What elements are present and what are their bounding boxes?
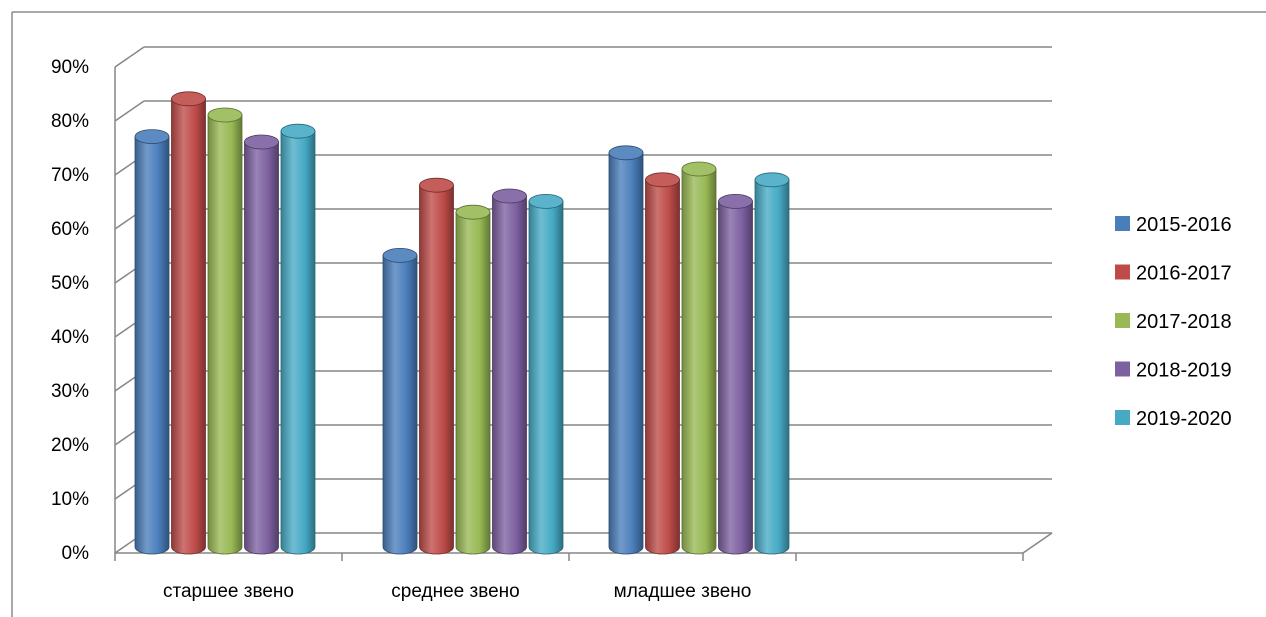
- y-tick-label: 50%: [51, 273, 89, 294]
- legend-label: 2016-2017: [1136, 263, 1232, 285]
- y-tick-label: 80%: [51, 111, 89, 132]
- bar-2019-2020-1: [528, 193, 564, 555]
- y-tick-label: 10%: [51, 489, 89, 510]
- bar-body: [528, 201, 564, 555]
- bar-body: [608, 152, 644, 555]
- y-tick-label: 40%: [51, 327, 89, 348]
- chart-border: [11, 11, 1266, 617]
- bar-body: [754, 179, 790, 555]
- legend-swatch: [1115, 216, 1130, 231]
- legend-label: 2018-2019: [1136, 360, 1232, 382]
- legend-label: 2017-2018: [1136, 311, 1232, 333]
- floor-side-line: [1022, 532, 1053, 554]
- x-category-label: среднее звено: [391, 581, 519, 602]
- bar-2015-2016-0: [134, 129, 170, 555]
- bar-body: [207, 114, 243, 555]
- gridline-side-90: [114, 46, 145, 68]
- x-category-label: младшее звено: [614, 581, 752, 602]
- bar-top: [207, 107, 243, 123]
- bar-2015-2016-2: [608, 145, 644, 555]
- legend-swatch: [1115, 361, 1130, 377]
- bar-2015-2016-1: [382, 247, 418, 555]
- legend-label: 2015-2016: [1136, 214, 1232, 236]
- bar-top: [382, 247, 418, 263]
- bar-2018-2019-1: [492, 188, 527, 555]
- bar-top: [492, 188, 527, 204]
- bar-top: [244, 134, 279, 150]
- bar-top: [528, 193, 564, 209]
- bar-top: [171, 91, 206, 107]
- legend-swatch: [1115, 264, 1130, 280]
- y-axis-tick-labels: 0% 10% 20% 30% 40% 50% 60% 70% 80% 90%: [51, 57, 89, 564]
- y-tick-label: 90%: [51, 57, 89, 78]
- bar-top: [134, 129, 170, 145]
- legend-item: 2015-2016: [1115, 214, 1232, 236]
- gridline-side-80: [114, 100, 145, 122]
- bar-2017-2018-1: [455, 204, 491, 555]
- bar-top: [608, 145, 644, 161]
- x-axis-category-labels: старшее звено среднее звено младшее звено: [163, 581, 751, 602]
- bar-body: [280, 130, 316, 555]
- bar-body: [134, 136, 170, 555]
- bar-2016-2017-2: [645, 172, 680, 555]
- legend-item: 2016-2017: [1115, 263, 1232, 285]
- bar-body: [718, 201, 753, 555]
- legend-label: 2019-2020: [1136, 408, 1232, 430]
- bar-top: [419, 177, 454, 193]
- bar-body: [455, 211, 491, 555]
- bar-2016-2017-0: [171, 91, 206, 555]
- bars: [134, 91, 790, 555]
- bar-top: [718, 193, 753, 209]
- y-tick-label: 30%: [51, 381, 89, 402]
- legend-item: 2018-2019: [1115, 360, 1232, 382]
- bar-body: [171, 98, 206, 555]
- bar-2018-2019-0: [244, 134, 279, 555]
- bar-2017-2018-2: [681, 161, 717, 555]
- y-tick-label: 70%: [51, 165, 89, 186]
- bar-body: [681, 168, 717, 555]
- bar-body: [419, 184, 454, 555]
- y-tick-label: 0%: [62, 543, 90, 564]
- bar-top: [754, 172, 790, 188]
- legend: 2015-2016 2016-2017 2017-2018 2018-2019 2019…: [1115, 214, 1232, 430]
- legend-item: 2019-2020: [1115, 408, 1232, 430]
- x-category-label: старшее звено: [163, 581, 294, 602]
- bar-top: [681, 161, 717, 177]
- legend-swatch: [1115, 410, 1130, 425]
- bar-2018-2019-2: [718, 193, 753, 555]
- legend-item: 2017-2018: [1115, 311, 1232, 333]
- y-tick-label: 20%: [51, 435, 89, 456]
- bar-2019-2020-0: [280, 123, 316, 555]
- legend-swatch: [1115, 313, 1130, 328]
- bar-body: [382, 255, 418, 555]
- bar-top: [280, 123, 316, 139]
- bar-body: [645, 179, 680, 555]
- y-tick-label: 60%: [51, 219, 89, 240]
- bar-2019-2020-2: [754, 172, 790, 555]
- bar-top: [455, 204, 491, 220]
- bar-2016-2017-1: [419, 177, 454, 555]
- bar-2017-2018-0: [207, 107, 243, 555]
- bar-body: [492, 195, 527, 555]
- bar-top: [645, 172, 680, 188]
- bar-body: [244, 141, 279, 555]
